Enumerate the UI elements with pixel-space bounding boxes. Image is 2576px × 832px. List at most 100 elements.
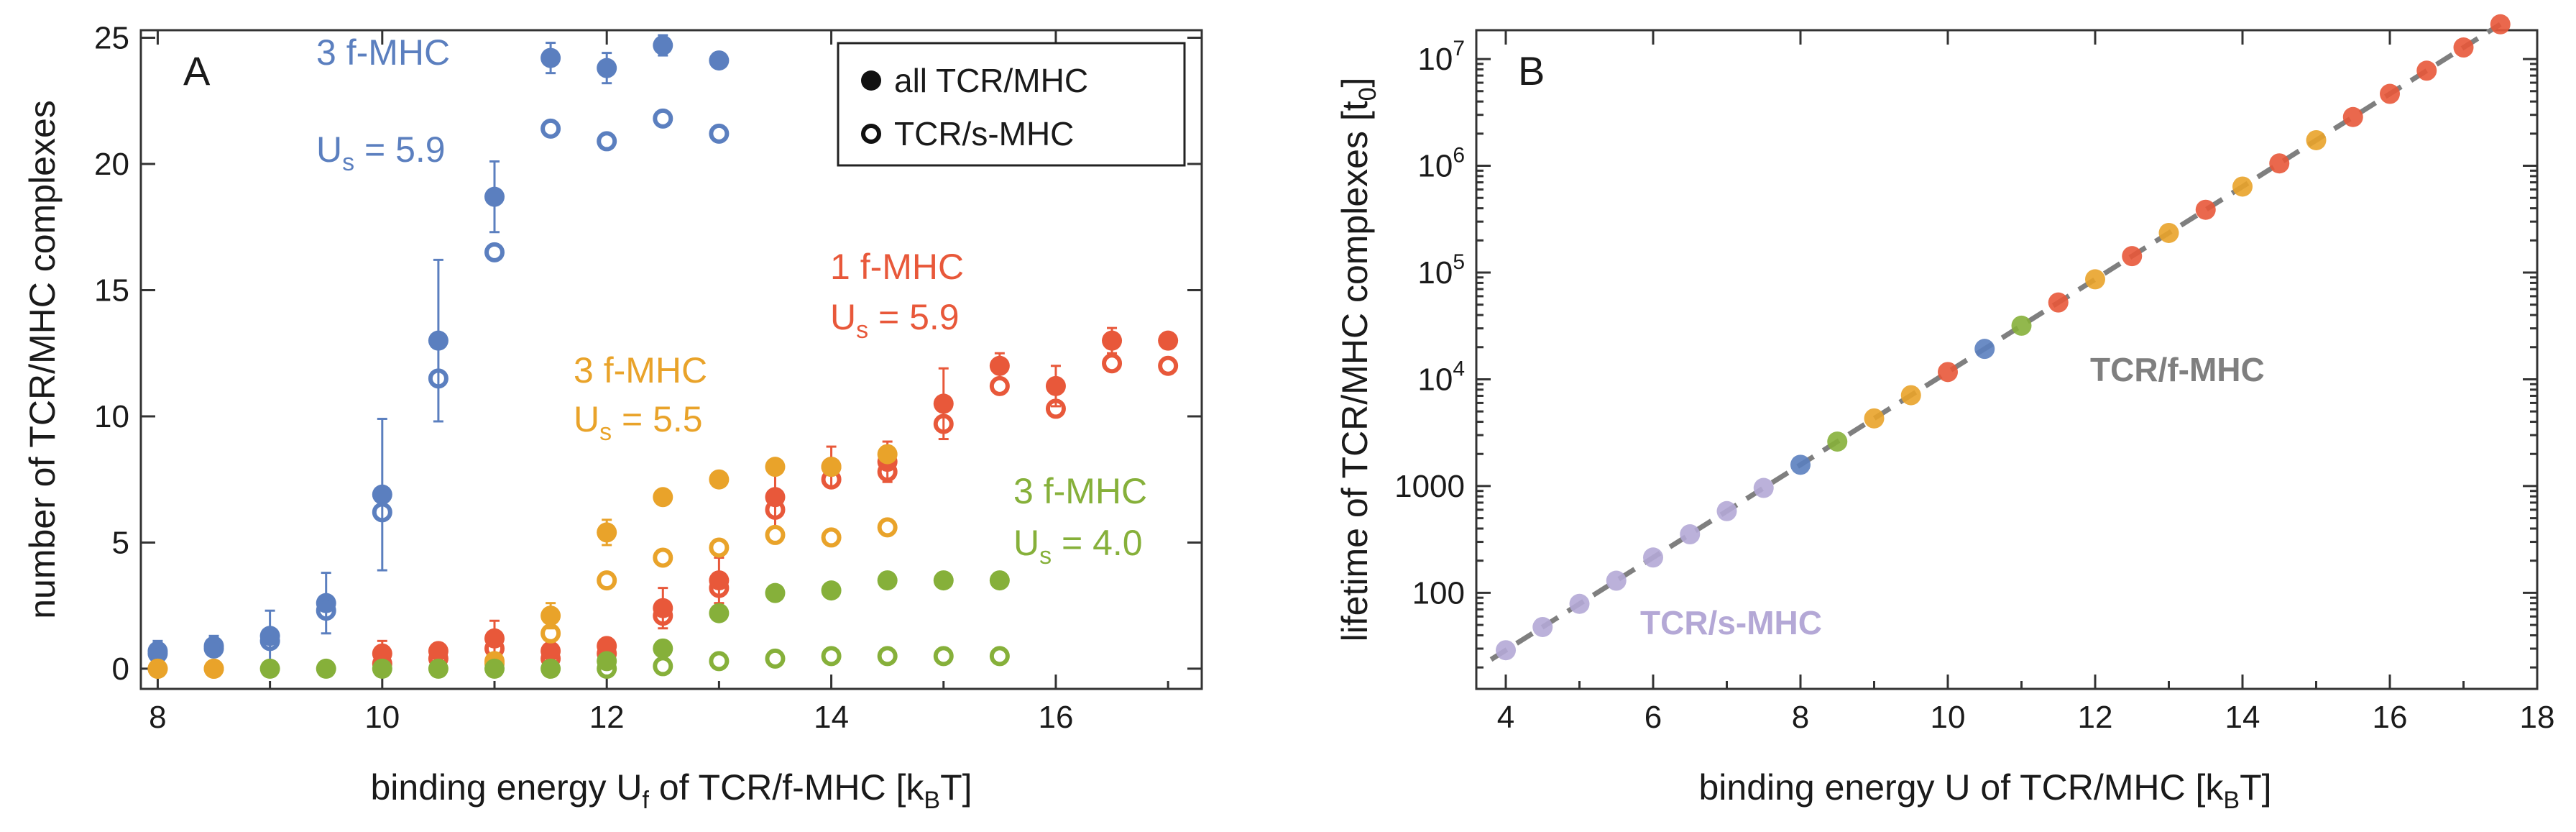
lifetime-point — [2158, 222, 2179, 243]
point-s-orange — [147, 658, 168, 679]
lifetime-point — [2453, 37, 2474, 58]
panel-a-letter: A — [183, 48, 211, 93]
panel-b-letter: B — [1518, 48, 1545, 93]
point-all-green — [709, 603, 730, 623]
a-ytick-label: 15 — [94, 273, 129, 308]
annotation-red: 1 f-MHC Us = 5.9 — [830, 247, 964, 344]
point-s-red — [653, 605, 673, 626]
point-s-red — [933, 413, 954, 434]
lifetime-point — [2048, 292, 2069, 313]
point-all-green — [653, 638, 673, 659]
point-all-orange — [821, 457, 842, 477]
point-all-red — [1045, 375, 1066, 396]
lifetime-point — [2490, 14, 2511, 35]
point-all-red — [1158, 330, 1179, 351]
b-xtick-label: 12 — [2078, 700, 2113, 735]
lifetime-point — [1716, 500, 1737, 521]
lifetime-point — [1643, 547, 1663, 568]
point-s-blue — [428, 368, 448, 389]
b-xtick-label: 10 — [1931, 700, 1966, 735]
b-xtick-label: 14 — [2225, 700, 2260, 735]
lifetime-point — [2380, 83, 2400, 104]
annotation-s-mhc: TCR/s-MHC — [1640, 604, 1822, 641]
point-s-blue — [203, 638, 224, 659]
panel-b-ticks: 4 6 8 10 12 14 16 18 100 1000 104 105 106 107 — [1394, 30, 2554, 735]
lifetime-point — [2011, 315, 2032, 336]
annotation-orange-line2: Us = 5.5 — [574, 399, 703, 446]
lifetime-point — [2416, 60, 2437, 81]
lifetime-point — [2195, 199, 2216, 220]
lifetime-point — [1900, 385, 1921, 406]
lifetime-point — [2085, 269, 2105, 290]
point-s-red — [1045, 398, 1066, 419]
b-xtick-label: 6 — [1644, 700, 1662, 735]
point-s-green — [653, 656, 673, 677]
panel-a-ticks: 8 10 12 14 16 0 5 10 15 20 25 — [94, 21, 1202, 735]
annotation-red-line1: 1 f-MHC — [830, 247, 964, 287]
legend-box — [837, 42, 1186, 167]
point-all-orange — [709, 469, 730, 490]
point-all-green — [428, 658, 448, 679]
point-s-orange — [821, 527, 842, 548]
point-all-green — [933, 570, 954, 591]
legend-open-marker — [861, 124, 881, 144]
panel-a-legend: all TCR/MHC TCR/s-MHC — [837, 42, 1186, 167]
a-xtick-label: 10 — [364, 700, 400, 735]
lifetime-point — [1974, 339, 1995, 360]
annotation-blue-line2: Us = 5.9 — [316, 129, 446, 176]
b-xtick-label: 16 — [2373, 700, 2408, 735]
point-s-red — [1158, 355, 1179, 376]
panel-b: 4 6 8 10 12 14 16 18 100 1000 104 105 106 107 B TCR/f… — [1335, 14, 2554, 814]
panel-a-ylabel: number of TCR/MHC complexes — [22, 100, 63, 619]
panel-a-xlabel: binding energy Uf of TCR/f-MHC [kBT] — [370, 767, 972, 814]
b-xtick-label: 8 — [1792, 700, 1809, 735]
a-ytick-label: 5 — [112, 525, 129, 560]
annotation-green: 3 f-MHC Us = 4.0 — [1013, 471, 1147, 570]
panel-b-xlabel: binding energy U of TCR/MHC [kBT] — [1698, 767, 2271, 814]
annotation-f-mhc: TCR/f-MHC — [2090, 351, 2265, 388]
point-s-orange — [709, 537, 730, 558]
point-s-green — [933, 646, 954, 667]
point-s-blue — [372, 502, 392, 523]
b-ytick-label: 100 — [1412, 575, 1465, 611]
b-ytick-label: 107 — [1417, 37, 1465, 77]
point-all-orange — [653, 487, 673, 508]
point-s-green — [877, 646, 898, 667]
b-xtick-label: 18 — [2520, 700, 2555, 735]
annotation-blue-line1: 3 f-MHC — [316, 32, 450, 73]
point-all-blue — [484, 186, 505, 207]
point-all-green — [316, 658, 336, 679]
point-all-green — [765, 582, 786, 603]
a-ytick-label: 10 — [94, 399, 129, 434]
point-s-orange — [203, 658, 224, 679]
b-ytick-label: 106 — [1417, 144, 1465, 184]
point-all-blue — [709, 50, 730, 71]
point-s-red — [989, 375, 1010, 396]
lifetime-point — [1569, 593, 1590, 614]
point-all-orange — [765, 457, 786, 477]
point-s-green — [597, 658, 617, 679]
a-xtick-label: 8 — [149, 700, 166, 735]
point-s-blue — [259, 631, 280, 652]
point-all-blue — [597, 58, 617, 78]
a-ytick-label: 20 — [94, 147, 129, 182]
point-s-orange — [877, 517, 898, 538]
point-all-orange — [597, 522, 617, 543]
point-all-blue — [259, 626, 280, 646]
point-all-orange — [540, 605, 561, 626]
annotation-red-line2: Us = 5.9 — [830, 297, 960, 344]
lifetime-point — [1680, 524, 1701, 545]
point-all-blue — [653, 35, 673, 56]
a-xtick-label: 16 — [1038, 700, 1073, 735]
lifetime-point — [1864, 408, 1885, 429]
point-s-orange — [653, 547, 673, 568]
lifetime-point — [1532, 616, 1553, 637]
point-s-blue — [316, 600, 336, 621]
b-ytick-label: 105 — [1417, 250, 1465, 291]
point-s-blue — [653, 108, 673, 129]
annotation-green-line1: 3 f-MHC — [1013, 471, 1147, 511]
point-all-green — [540, 658, 561, 679]
lifetime-point — [1938, 362, 1958, 383]
point-all-red — [989, 355, 1010, 376]
point-s-blue — [540, 118, 561, 139]
